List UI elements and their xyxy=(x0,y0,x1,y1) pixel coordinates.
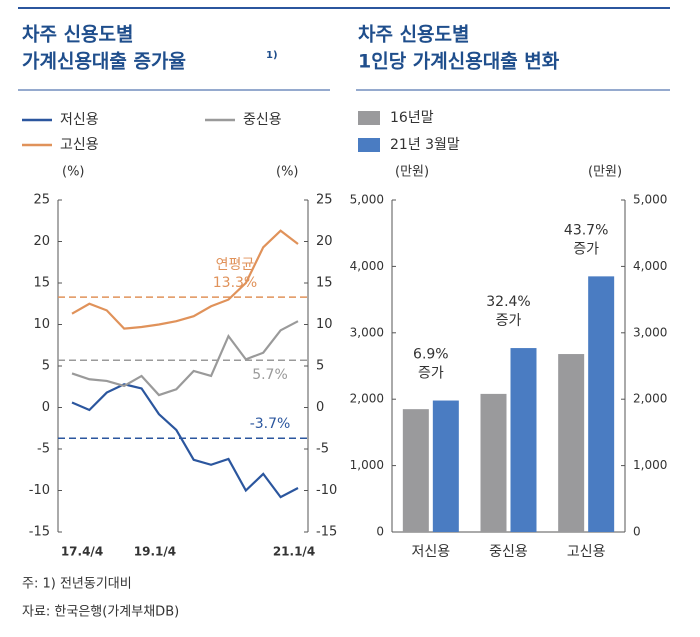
x-tick-label: 19.1/4 xyxy=(134,545,176,559)
growth-word: 증가 xyxy=(496,313,522,329)
y-tick-label: 10 xyxy=(33,317,50,332)
bar xyxy=(510,348,537,532)
y-tick-label: 25 xyxy=(316,193,333,208)
y-tick-label: 15 xyxy=(316,276,333,291)
title-note: 1) xyxy=(266,50,278,61)
x-tick-label: 17.4/4 xyxy=(61,545,103,559)
x-tick-label: 중신용 xyxy=(489,544,528,560)
growth-label: 32.4% xyxy=(486,294,530,310)
x-tick-label: 고신용 xyxy=(567,544,606,560)
growth-label: 6.9% xyxy=(413,347,449,363)
y-tick-label: 0 xyxy=(316,400,324,415)
y-tick-label: 3,000 xyxy=(350,325,384,339)
y-tick-label: 4,000 xyxy=(350,259,384,273)
bar xyxy=(558,354,585,532)
y-tick-label: -10 xyxy=(29,483,50,498)
y-tick-label: 5,000 xyxy=(350,193,384,207)
y-tick-label: -5 xyxy=(37,442,50,457)
bar xyxy=(480,393,507,532)
y-tick-label: 5 xyxy=(42,359,50,374)
y-unit: (%) xyxy=(62,165,85,180)
bar xyxy=(588,276,615,532)
y-tick-label: 0 xyxy=(42,400,50,415)
y-tick-label: 5,000 xyxy=(633,193,667,207)
right-title-1: 차주 신용도별 xyxy=(358,24,470,46)
series-line xyxy=(71,320,299,397)
legend-label: 저신용 xyxy=(60,112,99,128)
x-tick-label: 저신용 xyxy=(412,544,451,560)
left-title-2: 가계신용대출 증가율 xyxy=(22,51,186,73)
footnote: 주: 1) 전년동기대비 xyxy=(22,577,132,592)
legend-label: 고신용 xyxy=(60,137,99,153)
growth-label: 43.7% xyxy=(564,222,608,238)
reference-label: 13.3% xyxy=(213,275,257,291)
y-tick-label: 10 xyxy=(316,317,333,332)
legend-label: 16년말 xyxy=(390,110,434,126)
bar xyxy=(432,400,459,532)
y-tick-label: 5 xyxy=(316,359,324,374)
legend-swatch xyxy=(358,138,380,152)
y-tick-label: 2,000 xyxy=(633,392,667,406)
growth-word: 증가 xyxy=(418,366,444,382)
y-tick-label: 0 xyxy=(633,525,641,539)
y-tick-label: 25 xyxy=(33,193,50,208)
x-tick-label: 21.1/4 xyxy=(273,545,315,559)
series-line xyxy=(71,229,299,330)
y-unit: (만원) xyxy=(395,165,429,180)
series-line xyxy=(71,383,299,499)
reference-note: 연평균 xyxy=(216,257,255,273)
y-tick-label: -10 xyxy=(316,483,337,498)
y-tick-label: 3,000 xyxy=(633,325,667,339)
y-tick-label: 20 xyxy=(316,234,333,249)
y-tick-label: 1,000 xyxy=(350,458,384,472)
reference-label: -3.7% xyxy=(250,416,291,432)
legend-swatch xyxy=(358,111,380,125)
y-unit: (만원) xyxy=(588,165,622,180)
legend-label: 중신용 xyxy=(243,112,282,128)
y-unit: (%) xyxy=(276,165,299,180)
left-title-1: 차주 신용도별 xyxy=(22,24,134,46)
y-tick-label: 20 xyxy=(33,234,50,249)
y-tick-label: 2,000 xyxy=(350,392,384,406)
bar xyxy=(402,409,429,532)
growth-word: 증가 xyxy=(573,241,599,257)
y-tick-label: -5 xyxy=(316,442,329,457)
y-tick-label: 1,000 xyxy=(633,458,667,472)
y-tick-label: 15 xyxy=(33,276,50,291)
y-tick-label: -15 xyxy=(29,525,50,540)
y-tick-label: 4,000 xyxy=(633,259,667,273)
y-tick-label: 0 xyxy=(376,525,384,539)
reference-label: 5.7% xyxy=(252,367,288,383)
y-tick-label: -15 xyxy=(316,525,337,540)
legend-label: 21년 3월말 xyxy=(390,137,460,153)
right-title-2: 1인당 가계신용대출 변화 xyxy=(358,51,560,73)
footnote: 자료: 한국은행(가계부채DB) xyxy=(22,604,179,620)
